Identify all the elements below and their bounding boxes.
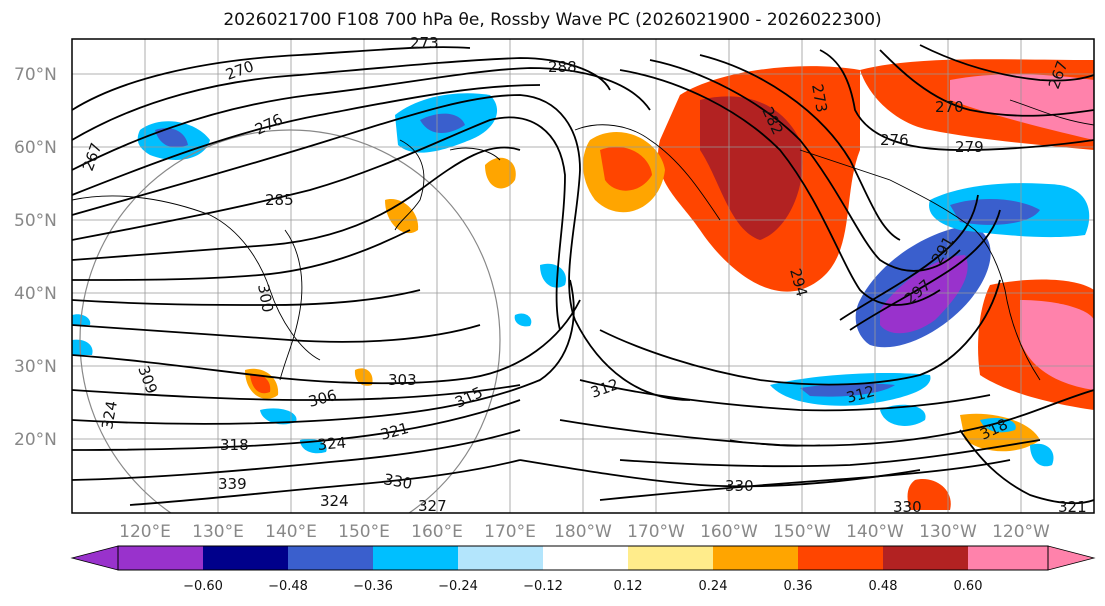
lon-tick-label: 140°E (265, 522, 317, 542)
lon-ticks: 120°E 130°E 140°E 150°E 160°E 170°E 180°… (119, 522, 1050, 542)
colorbar-label: −0.12 (523, 579, 563, 594)
lon-tick-label: 170°E (484, 522, 536, 542)
lat-tick-label: 50°N (14, 211, 57, 231)
lon-tick-label: 180°W (554, 522, 612, 542)
colorbar: −0.60 −0.48 −0.36 −0.24 −0.12 0.12 0.24 … (70, 545, 1096, 594)
colorbar-label: 0.12 (614, 579, 643, 594)
lon-tick-label: 120°E (119, 522, 171, 542)
contour-label: 303 (388, 371, 417, 389)
title-text: 2026021700 F108 700 hPa θe, Rossby Wave … (223, 10, 882, 30)
contour-label: 300 (254, 283, 277, 314)
colorbar-segment (203, 546, 288, 570)
lon-tick-label: 170°W (627, 522, 685, 542)
colorbar-segment (543, 546, 628, 570)
colorbar-label: −0.48 (268, 579, 308, 594)
contour-label: 324 (320, 492, 349, 510)
lat-tick-label: 60°N (14, 138, 57, 158)
contour-label: 276 (880, 131, 909, 149)
lon-tick-label: 160°E (411, 522, 463, 542)
lon-tick-label: 120°W (992, 522, 1050, 542)
contour-label: 330 (725, 477, 754, 495)
contour-label: 285 (265, 191, 294, 209)
colorbar-label: −0.24 (438, 579, 478, 594)
lat-tick-label: 30°N (14, 357, 57, 377)
colorbar-under-arrow (70, 545, 119, 571)
contour-label: 321 (1058, 498, 1087, 516)
contour-label: 273 (808, 83, 831, 114)
lon-tick-label: 130°W (919, 522, 977, 542)
colorbar-segment (118, 546, 203, 570)
colorbar-label: 0.24 (699, 579, 728, 594)
colorbar-over-arrow (1047, 545, 1096, 571)
contour-label: 324 (98, 399, 121, 430)
contour-label: 330 (382, 470, 413, 493)
contour-label: 324 (317, 434, 347, 454)
lat-tick-label: 20°N (14, 430, 57, 450)
colorbar-label: 0.36 (784, 579, 813, 594)
colorbar-segment (628, 546, 713, 570)
colorbar-segment (968, 546, 1048, 570)
lon-tick-label: 150°E (338, 522, 390, 542)
colorbar-label: 0.48 (869, 579, 898, 594)
map-frame (71, 38, 1095, 514)
colorbar-label: −0.36 (353, 579, 393, 594)
colorbar-segment (713, 546, 798, 570)
anomaly-shading (72, 59, 1094, 510)
contour-label: 288 (548, 58, 577, 76)
contour-label: 279 (955, 138, 984, 156)
contour-label: 327 (418, 497, 447, 515)
contour-label: 318 (220, 436, 249, 454)
reference-circle (79, 129, 501, 513)
colorbar-label: −0.60 (183, 579, 223, 594)
lon-tick-label: 130°E (192, 522, 244, 542)
map-title: 2026021700 F108 700 hPa θe, Rossby Wave … (0, 10, 1105, 30)
colorbar-segment (373, 546, 458, 570)
lon-tick-label: 140°W (846, 522, 904, 542)
lat-tick-label: 40°N (14, 284, 57, 304)
lon-tick-label: 150°W (773, 522, 831, 542)
colorbar-segment (288, 546, 373, 570)
lat-tick-label: 70°N (14, 65, 57, 85)
coastlines (72, 99, 1094, 447)
theta-e-contours (72, 44, 1094, 506)
lat-ticks: 70°N 60°N 50°N 40°N 30°N 20°N (14, 65, 57, 450)
contour-label: 339 (218, 475, 247, 493)
contour-label: 270 (935, 98, 964, 116)
colorbar-label: 0.60 (954, 579, 983, 594)
colorbar-segment (458, 546, 543, 570)
colorbar-segment (883, 546, 968, 570)
contour-label: 273 (410, 34, 439, 52)
lon-tick-label: 160°W (700, 522, 758, 542)
contour-label: 330 (893, 498, 922, 516)
colorbar-segment (798, 546, 883, 570)
